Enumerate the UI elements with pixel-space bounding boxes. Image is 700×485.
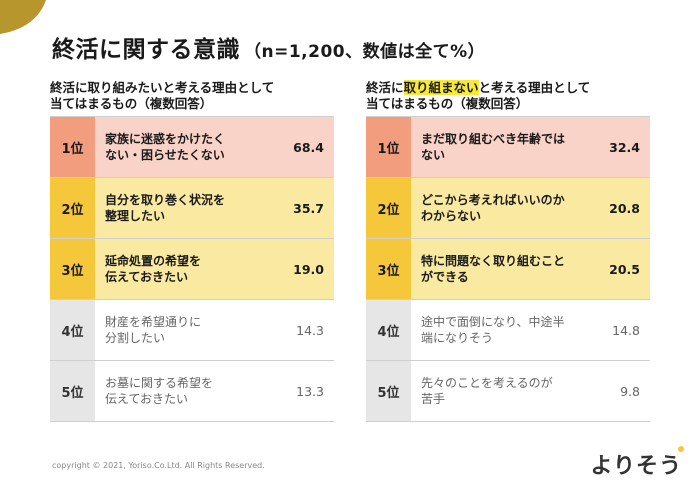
heading-line-1: 終活に取り組みたいと考える理由として <box>50 80 275 95</box>
percent-value: 32.4 <box>580 117 650 177</box>
panel-heading: 終活に取り組みたいと考える理由として 当てはまるもの（複数回答） <box>50 80 334 116</box>
heading-post: と考える理由として <box>478 80 591 95</box>
table-row: 3位 延命処置の希望を 伝えておきたい 19.0 <box>50 239 334 300</box>
percent-value: 20.5 <box>580 239 650 299</box>
percent-value: 14.3 <box>264 300 334 360</box>
page-title: 終活に関する意識 （n=1,200、数値は全て%） <box>52 30 485 64</box>
percent-value: 68.4 <box>264 117 334 177</box>
rank-cell: 3位 <box>366 239 411 299</box>
table-row: 4位 財産を希望通りに 分割したい 14.3 <box>50 300 334 361</box>
percent-value: 9.8 <box>580 361 650 421</box>
title-subtitle: （n=1,200、数値は全て%） <box>244 42 486 62</box>
table-row: 5位 先々のことを考えるのが 苦手 9.8 <box>366 361 650 422</box>
reasons-not-to-do-panel: 終活に取り組まないと考える理由として 当てはまるもの（複数回答） 1位 まだ取り… <box>366 80 650 422</box>
rank-cell: 4位 <box>50 300 95 360</box>
reason-label: 財産を希望通りに 分割したい <box>95 300 264 360</box>
rank-cell: 2位 <box>366 178 411 238</box>
heading-highlight: 取り組まない <box>403 80 479 95</box>
percent-value: 35.7 <box>264 178 334 238</box>
percent-value: 14.8 <box>580 300 650 360</box>
rank-cell: 1位 <box>366 117 411 177</box>
reason-label: 途中で面倒になり、中途半 端になりそう <box>411 300 580 360</box>
brand-logo: よりそう <box>590 454 682 479</box>
rank-cell: 5位 <box>50 361 95 421</box>
reason-label: 先々のことを考えるのが 苦手 <box>411 361 580 421</box>
logo-dot <box>678 446 684 452</box>
reason-label: まだ取り組むべき年齢では ない <box>411 117 580 177</box>
reason-label: お墓に関する希望を 伝えておきたい <box>95 361 264 421</box>
table-row: 1位 まだ取り組むべき年齢では ない 32.4 <box>366 117 650 178</box>
heading-line-2: 当てはまるもの（複数回答） <box>366 96 529 111</box>
reasons-to-do-panel: 終活に取り組みたいと考える理由として 当てはまるもの（複数回答） 1位 家族に迷… <box>50 80 334 422</box>
table-row: 4位 途中で面倒になり、中途半 端になりそう 14.8 <box>366 300 650 361</box>
table-row: 3位 特に問題なく取り組むこと ができる 20.5 <box>366 239 650 300</box>
reason-label: 延命処置の希望を 伝えておきたい <box>95 239 264 299</box>
heading-line-2: 当てはまるもの（複数回答） <box>50 96 213 111</box>
rank-cell: 3位 <box>50 239 95 299</box>
ranking-table: 1位 まだ取り組むべき年齢では ない 32.4 2位 どこから考えればいいのか … <box>366 116 650 422</box>
reason-label: 特に問題なく取り組むこと ができる <box>411 239 580 299</box>
title-text: 終活に関する意識 <box>52 37 240 63</box>
panel-heading: 終活に取り組まないと考える理由として 当てはまるもの（複数回答） <box>366 80 650 116</box>
reason-label: 家族に迷惑をかけたく ない・困らせたくない <box>95 117 264 177</box>
reason-label: 自分を取り巻く状況を 整理したい <box>95 178 264 238</box>
copyright-text: copyright © 2021, Yoriso.Co.Ltd. All Rig… <box>52 461 265 470</box>
table-row: 5位 お墓に関する希望を 伝えておきたい 13.3 <box>50 361 334 422</box>
percent-value: 19.0 <box>264 239 334 299</box>
percent-value: 13.3 <box>264 361 334 421</box>
reason-label: どこから考えればいいのか わからない <box>411 178 580 238</box>
percent-value: 20.8 <box>580 178 650 238</box>
heading-line-1: 終活に取り組まないと考える理由として <box>366 80 650 96</box>
corner-decoration <box>0 0 46 34</box>
rank-cell: 1位 <box>50 117 95 177</box>
ranking-table: 1位 家族に迷惑をかけたく ない・困らせたくない 68.4 2位 自分を取り巻く… <box>50 116 334 422</box>
table-row: 1位 家族に迷惑をかけたく ない・困らせたくない 68.4 <box>50 117 334 178</box>
rank-cell: 2位 <box>50 178 95 238</box>
table-row: 2位 自分を取り巻く状況を 整理したい 35.7 <box>50 178 334 239</box>
heading-pre: 終活に <box>366 80 404 95</box>
table-row: 2位 どこから考えればいいのか わからない 20.8 <box>366 178 650 239</box>
rank-cell: 4位 <box>366 300 411 360</box>
rank-cell: 5位 <box>366 361 411 421</box>
